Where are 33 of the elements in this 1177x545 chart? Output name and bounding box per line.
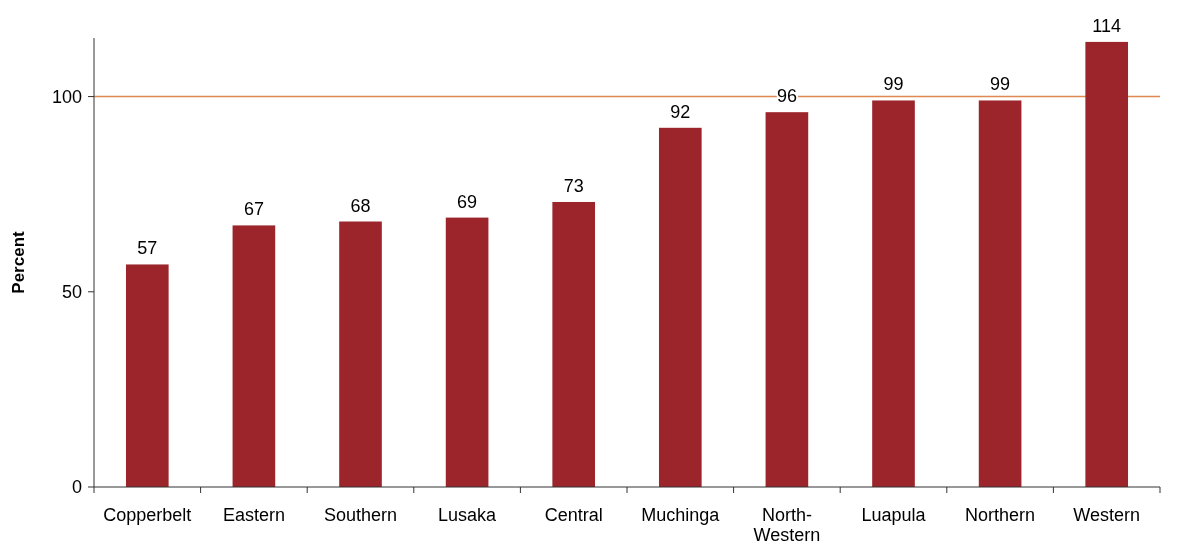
y-axis-title: Percent	[9, 230, 28, 294]
y-tick-label: 50	[61, 282, 82, 303]
data-label: 57	[137, 238, 158, 259]
data-label: 67	[243, 199, 264, 220]
y-tick-label: 0	[71, 477, 82, 498]
bar	[872, 100, 915, 487]
x-tick-label: Muchinga	[641, 505, 721, 525]
y-tick-label: 100	[51, 86, 82, 107]
bar	[125, 264, 169, 487]
data-label: 99	[883, 74, 904, 95]
bar	[232, 225, 276, 487]
bar	[552, 201, 596, 487]
bar	[1085, 41, 1129, 487]
x-tick-label: Southern	[323, 505, 398, 525]
bar	[445, 217, 489, 487]
x-tick-label: Eastern	[222, 505, 285, 525]
data-label: 73	[563, 175, 584, 196]
x-tick-label: Lusaka	[438, 505, 498, 525]
data-label: 114	[1092, 15, 1122, 36]
data-label: 69	[457, 191, 478, 212]
data-label: 92	[670, 101, 691, 122]
x-tick-label: Northern	[965, 505, 1036, 525]
x-tick-label: North-Western	[753, 505, 821, 545]
data-label: 68	[350, 195, 371, 216]
x-tick-label: Central	[544, 505, 603, 525]
data-label: 99	[990, 74, 1011, 95]
x-tick-label: Luapula	[861, 505, 927, 525]
bar	[658, 127, 702, 487]
x-tick-label: Copperbelt	[103, 505, 192, 525]
x-tick-label: Western	[1073, 505, 1141, 525]
bar	[339, 221, 382, 487]
bar	[978, 100, 1022, 487]
bar	[765, 112, 809, 487]
